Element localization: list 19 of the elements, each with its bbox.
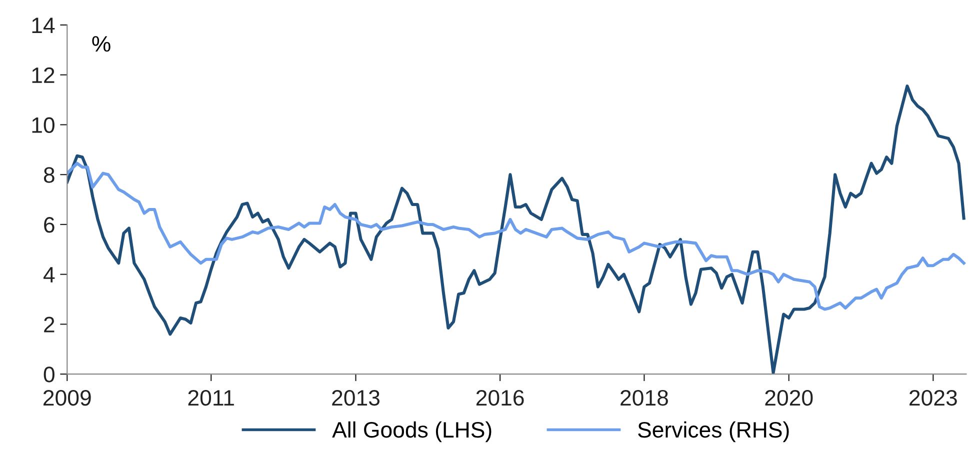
- line-series: [67, 162, 966, 311]
- x-tick-label: 2011: [188, 390, 234, 406]
- y-tick-label: 6: [44, 217, 54, 233]
- y-tick-label: 2: [44, 316, 54, 332]
- y-axis-title: %: [92, 36, 110, 52]
- x-tick-label: 2013: [332, 390, 380, 406]
- y-tick-label: 12: [32, 67, 54, 83]
- legend-label: All Goods (LHS): [332, 421, 492, 442]
- x-tick-label: 2009: [44, 390, 91, 406]
- x-tick-label: 2016: [476, 390, 524, 406]
- y-tick-label: 10: [32, 117, 54, 133]
- x-tick-label: 2020: [765, 390, 813, 406]
- x-tick-label: 2023: [910, 390, 957, 406]
- y-tick-label: 0: [44, 366, 54, 382]
- legend-label: Services (RHS): [638, 421, 789, 442]
- y-tick-label: 8: [44, 167, 54, 183]
- y-tick-label: 4: [43, 267, 55, 282]
- x-tick-label: 2018: [620, 390, 668, 406]
- y-tick-label: 14: [32, 18, 55, 34]
